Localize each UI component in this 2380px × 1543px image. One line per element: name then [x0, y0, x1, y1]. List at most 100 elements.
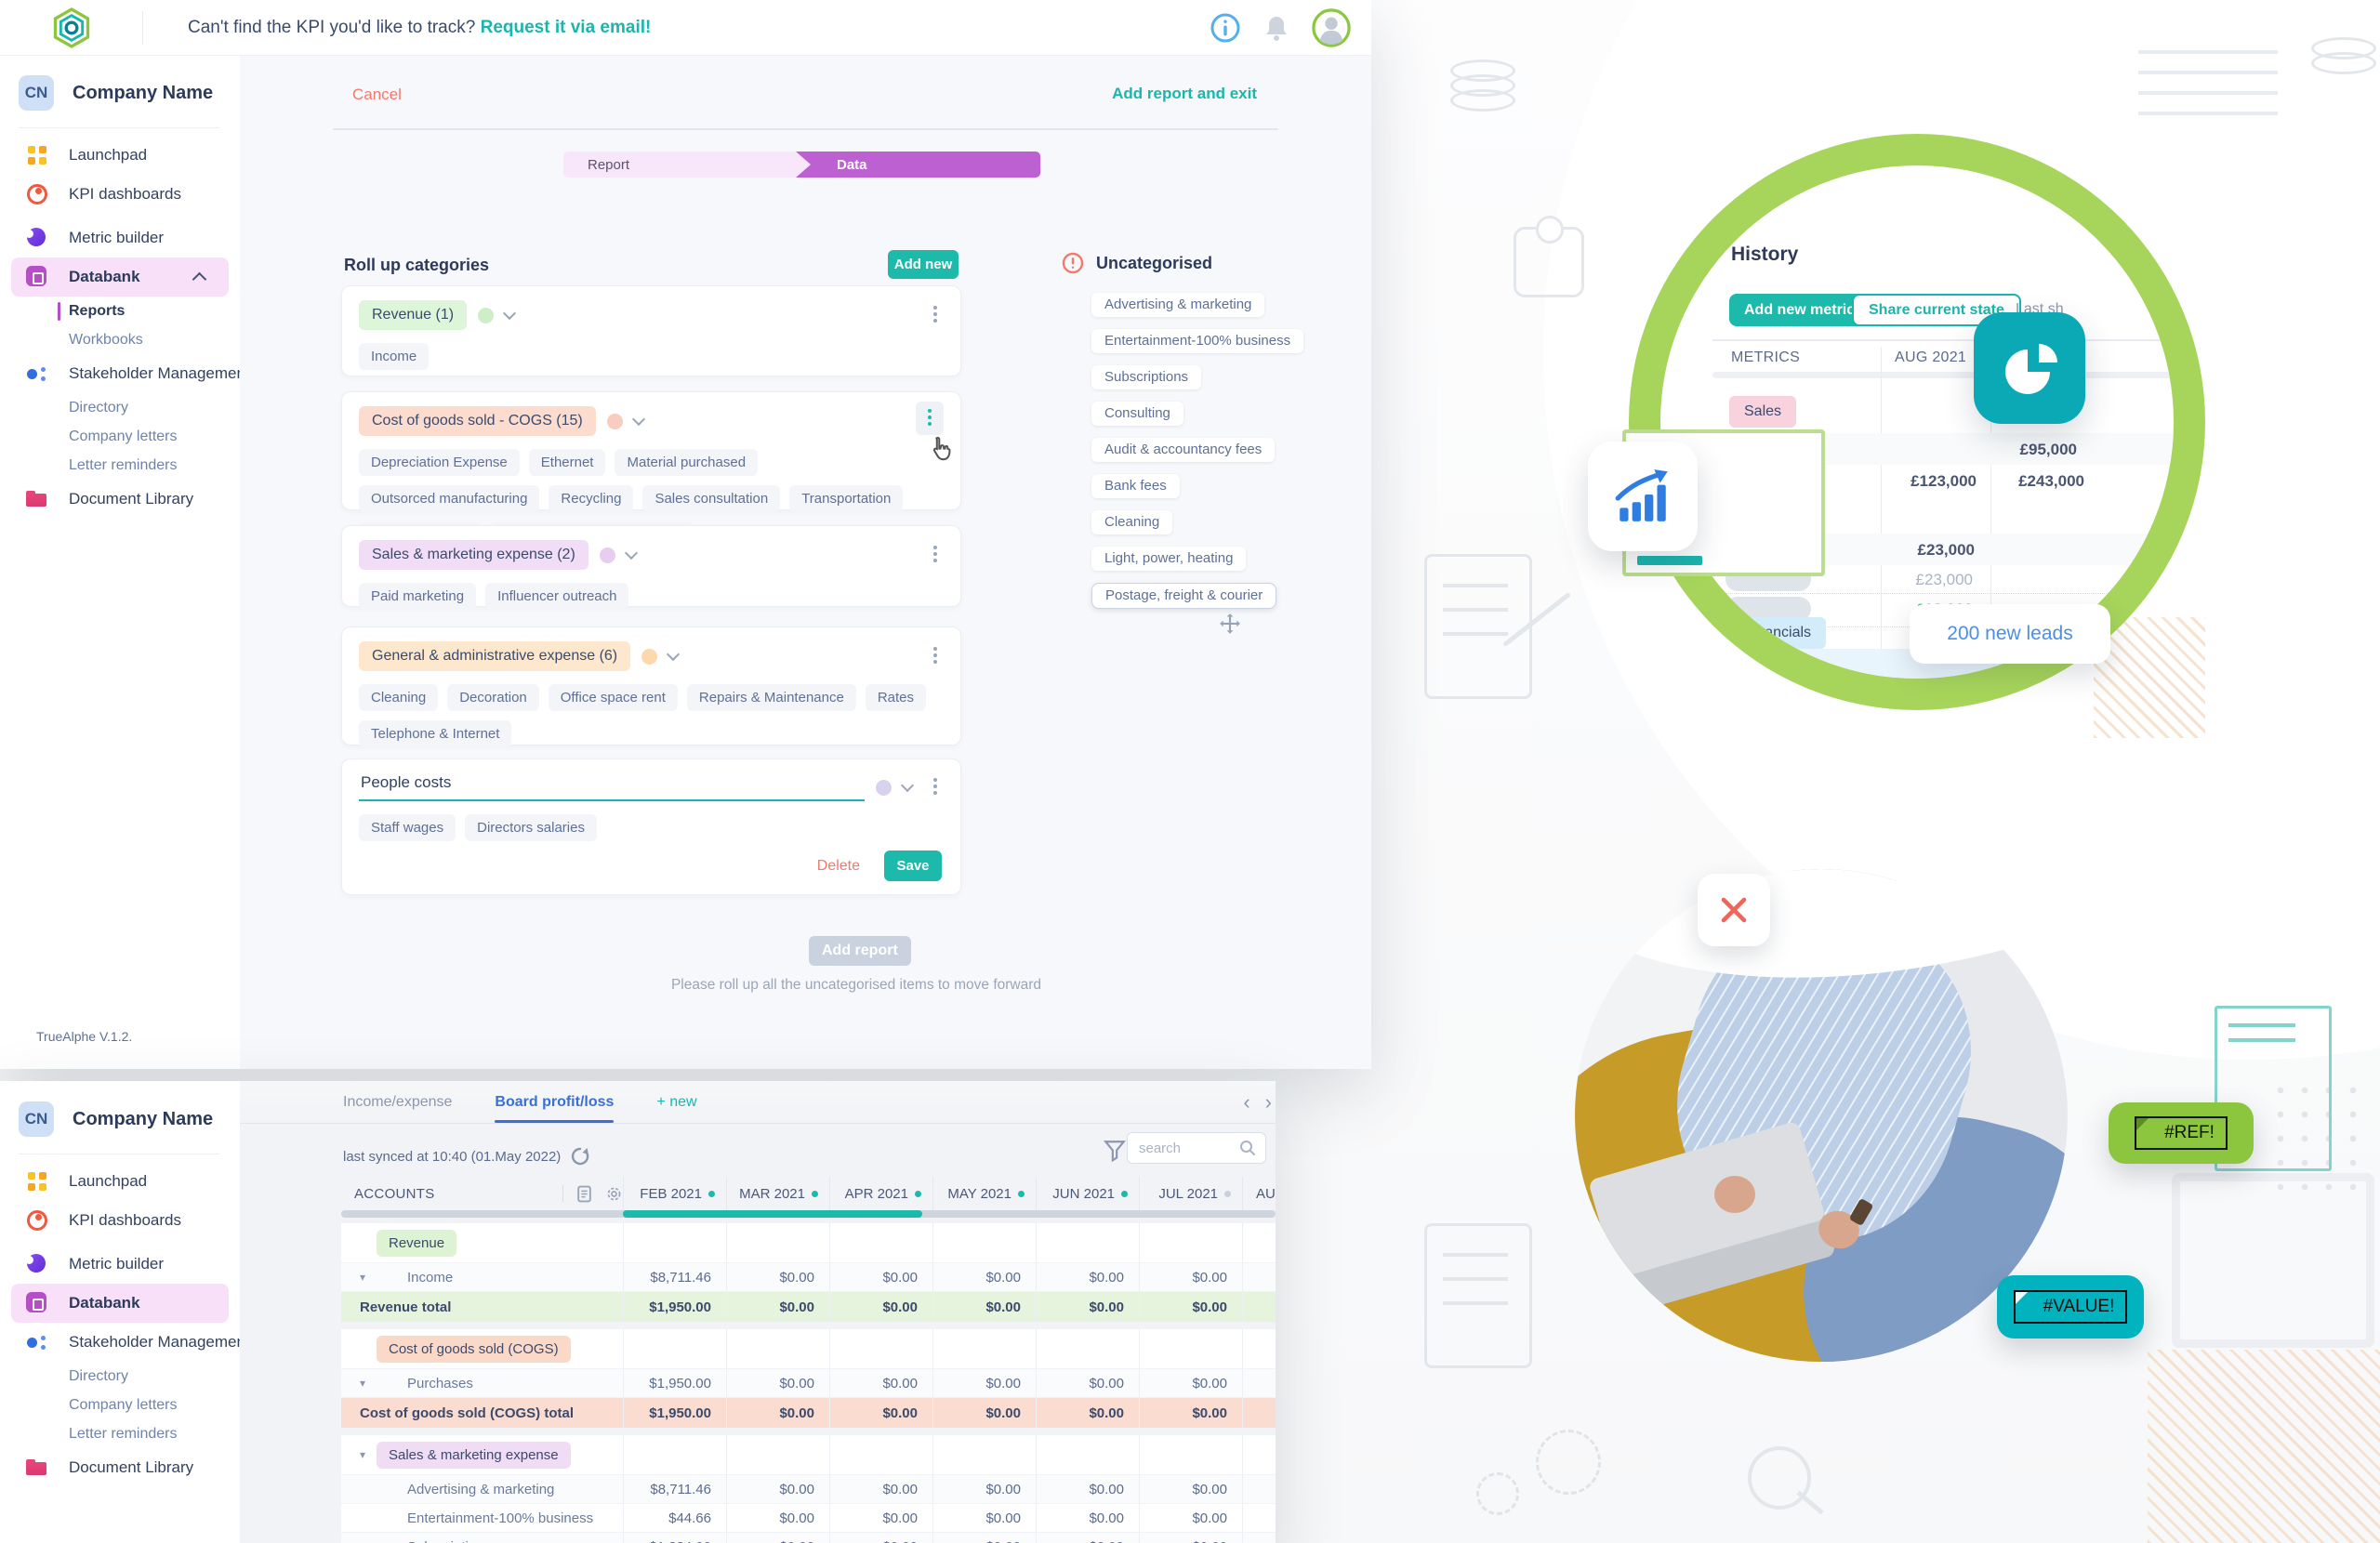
table-row[interactable]: Revenue Revenue: [341, 1223, 1276, 1263]
step-report[interactable]: Report: [563, 152, 811, 178]
kebab-menu-icon[interactable]: [916, 402, 944, 435]
cell-value[interactable]: $0.00: [1139, 1398, 1242, 1428]
cell-value[interactable]: $0.00: [932, 1504, 1036, 1532]
cell-value[interactable]: $0.00: [932, 1533, 1036, 1543]
cell-value[interactable]: $0.00: [1139, 1475, 1242, 1503]
category-title[interactable]: Sales & marketing expense (2): [359, 540, 588, 570]
cell-value[interactable]: $0.00: [1036, 1475, 1139, 1503]
sidebar-item[interactable]: Launchpad: [0, 1162, 240, 1201]
workbook-tab[interactable]: + new: [656, 1093, 697, 1110]
cell-value[interactable]: $0.00: [1242, 1533, 1276, 1543]
sidebar-item[interactable]: Stakeholder Management: [0, 354, 256, 393]
color-dot[interactable]: [599, 547, 615, 563]
cell-value[interactable]: $0.00: [932, 1263, 1036, 1291]
cell-value[interactable]: $0.00: [726, 1292, 829, 1322]
cell-value[interactable]: $8,711.46: [623, 1263, 726, 1291]
table-row[interactable]: Revenue total Revenue total $1,950.00 $0…: [341, 1292, 1276, 1323]
prev-tab-chevron[interactable]: ‹: [1243, 1090, 1250, 1114]
sidebar-item[interactable]: Document Library: [0, 1448, 240, 1487]
cell-value[interactable]: $1,234.00: [623, 1533, 726, 1543]
uncategorised-item[interactable]: Cleaning: [1091, 510, 1173, 534]
cell-value[interactable]: [623, 1323, 726, 1329]
search-icon[interactable]: [1239, 1140, 1256, 1156]
cell-value[interactable]: $0.00: [932, 1369, 1036, 1397]
table-row[interactable]: Entertainment-100% business Entertainmen…: [341, 1504, 1276, 1533]
cell-value[interactable]: $0.00: [1036, 1398, 1139, 1428]
cell-value[interactable]: $0.00: [1036, 1263, 1139, 1291]
cell-value[interactable]: [726, 1429, 829, 1435]
cell-value[interactable]: [932, 1435, 1036, 1474]
cell-value[interactable]: [1036, 1323, 1139, 1329]
cell-value[interactable]: [1242, 1435, 1276, 1474]
cell-value[interactable]: $0.00: [829, 1475, 932, 1503]
sidebar-item[interactable]: Company letters: [0, 1391, 240, 1419]
cell-value[interactable]: [623, 1223, 726, 1262]
category-title[interactable]: Cost of goods sold - COGS (15): [359, 406, 596, 436]
cell-value[interactable]: [1139, 1329, 1242, 1368]
cell-value[interactable]: [726, 1323, 829, 1329]
cell-value[interactable]: $1,950.00: [623, 1292, 726, 1322]
table-row[interactable]: ▾ Income Income $8,711.46 $0.00 $0.00 $0…: [341, 1263, 1276, 1292]
cell-value[interactable]: [623, 1429, 726, 1435]
cell-value[interactable]: $0.00: [829, 1504, 932, 1532]
add-report-and-exit-button[interactable]: Add report and exit: [1112, 85, 1257, 102]
cell-value[interactable]: $0.00: [829, 1263, 932, 1291]
add-report-button-disabled[interactable]: Add report: [809, 936, 911, 966]
cell-value[interactable]: $8,711.46: [623, 1475, 726, 1503]
cell-value[interactable]: $0.00: [829, 1292, 932, 1322]
cancel-button[interactable]: Cancel: [352, 86, 402, 103]
color-dot[interactable]: [876, 779, 892, 796]
sidebar-item[interactable]: Metric builder: [0, 1245, 240, 1284]
kebab-menu-icon[interactable]: [927, 646, 944, 666]
cell-value[interactable]: [829, 1223, 932, 1262]
chevron-down-icon[interactable]: [502, 306, 517, 321]
sidebar-item[interactable]: Stakeholder Management: [0, 1323, 256, 1362]
category-tag[interactable]: Recycling: [549, 485, 634, 512]
chevron-down-icon[interactable]: [624, 546, 638, 560]
close-card[interactable]: [1698, 874, 1770, 946]
category-tag[interactable]: Paid marketing: [359, 583, 477, 610]
cell-value[interactable]: [1242, 1323, 1276, 1329]
category-tag[interactable]: Outsorced manufacturing: [359, 485, 540, 512]
cell-value[interactable]: $0.00: [1036, 1533, 1139, 1543]
company-logo-badge[interactable]: CN: [19, 75, 54, 111]
kebab-menu-icon[interactable]: [927, 545, 944, 565]
category-tag[interactable]: Repairs & Maintenance: [686, 684, 856, 711]
cell-value[interactable]: [932, 1223, 1036, 1262]
document-icon[interactable]: [576, 1185, 592, 1203]
sidebar-item[interactable]: KPI dashboards: [0, 1201, 240, 1240]
month-column-header[interactable]: MAR 2021: [726, 1177, 829, 1210]
cell-value[interactable]: [829, 1329, 932, 1368]
table-row[interactable]: ▾ Purchases Purchases $1,950.00 $0.00 $0…: [341, 1369, 1276, 1398]
step-data[interactable]: Data: [796, 152, 1040, 178]
kebab-menu-icon[interactable]: [927, 777, 944, 798]
sidebar-item[interactable]: Launchpad: [0, 136, 240, 175]
cell-value[interactable]: [726, 1223, 829, 1262]
cell-value[interactable]: $1,950.00: [623, 1369, 726, 1397]
category-tag[interactable]: Transportation: [789, 485, 904, 512]
uncategorised-item[interactable]: Entertainment-100% business: [1091, 329, 1304, 353]
cell-value[interactable]: $0.00: [1242, 1292, 1276, 1322]
app-logo-icon[interactable]: [53, 7, 90, 48]
cell-value[interactable]: $1,950.00: [623, 1398, 726, 1428]
info-icon[interactable]: [1210, 12, 1241, 44]
month-column-header[interactable]: FEB 2021: [623, 1177, 726, 1210]
table-row[interactable]: Cost of goods sold (COGS) Cost of goods …: [341, 1329, 1276, 1369]
cell-value[interactable]: $44.66: [623, 1504, 726, 1532]
category-tag[interactable]: Cleaning: [359, 684, 439, 711]
cell-value[interactable]: $0.00: [932, 1292, 1036, 1322]
cell-value[interactable]: [1139, 1435, 1242, 1474]
search-input[interactable]: [1137, 1139, 1232, 1157]
table-row[interactable]: Advertising & marketing Advertising & ma…: [341, 1475, 1276, 1504]
cell-value[interactable]: [1242, 1329, 1276, 1368]
uncategorised-item[interactable]: Subscriptions: [1091, 365, 1202, 389]
cell-value[interactable]: $0.00: [1036, 1369, 1139, 1397]
company-logo-badge[interactable]: CN: [19, 1101, 54, 1137]
category-tag[interactable]: Income: [359, 343, 430, 370]
sidebar-item[interactable]: Letter reminders: [0, 1419, 240, 1448]
caret-icon[interactable]: ▾: [360, 1448, 366, 1461]
kebab-menu-icon[interactable]: [927, 305, 944, 325]
cell-value[interactable]: $0.00: [1139, 1504, 1242, 1532]
month-column-header[interactable]: JUL 2021: [1139, 1177, 1242, 1210]
uncategorised-item[interactable]: Advertising & marketing: [1091, 293, 1265, 317]
